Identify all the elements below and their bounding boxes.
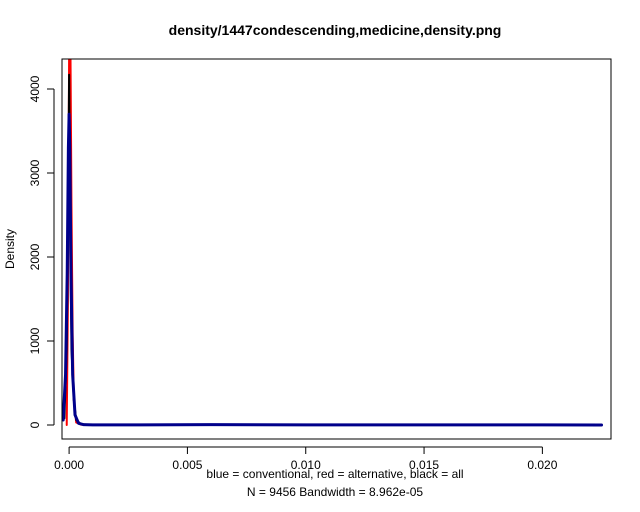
- y-tick-label: 3000: [28, 159, 42, 186]
- x-tick-label: 0.020: [527, 458, 557, 472]
- y-tick-label: 1000: [28, 327, 42, 354]
- all-density-line: [63, 73, 603, 426]
- x-axis-label: blue = conventional, red = alternative, …: [206, 467, 463, 481]
- x-tick-label: 0.010: [291, 458, 321, 472]
- y-tick-label: 4000: [28, 75, 42, 102]
- y-axis: 0 1000 2000 3000 4000: [28, 75, 55, 428]
- x-tick-label: 0.000: [54, 458, 84, 472]
- x-axis-sublabel: N = 9456 Bandwidth = 8.962e-05: [247, 485, 423, 499]
- plot-frame: [61, 58, 612, 440]
- y-axis-label: Density: [3, 229, 17, 269]
- x-tick-label: 0.015: [409, 458, 439, 472]
- alternative-density-line: [65, 59, 177, 426]
- series-layer: [62, 59, 604, 427]
- conventional-density-line: [62, 112, 604, 427]
- x-tick-label: 0.005: [172, 458, 202, 472]
- y-tick-label: 2000: [28, 243, 42, 270]
- x-axis: 0.000 0.005 0.010 0.015 0.020: [54, 446, 558, 472]
- y-tick-label: 0: [28, 421, 42, 428]
- chart-title: density/1447condescending,medicine,densi…: [169, 22, 502, 38]
